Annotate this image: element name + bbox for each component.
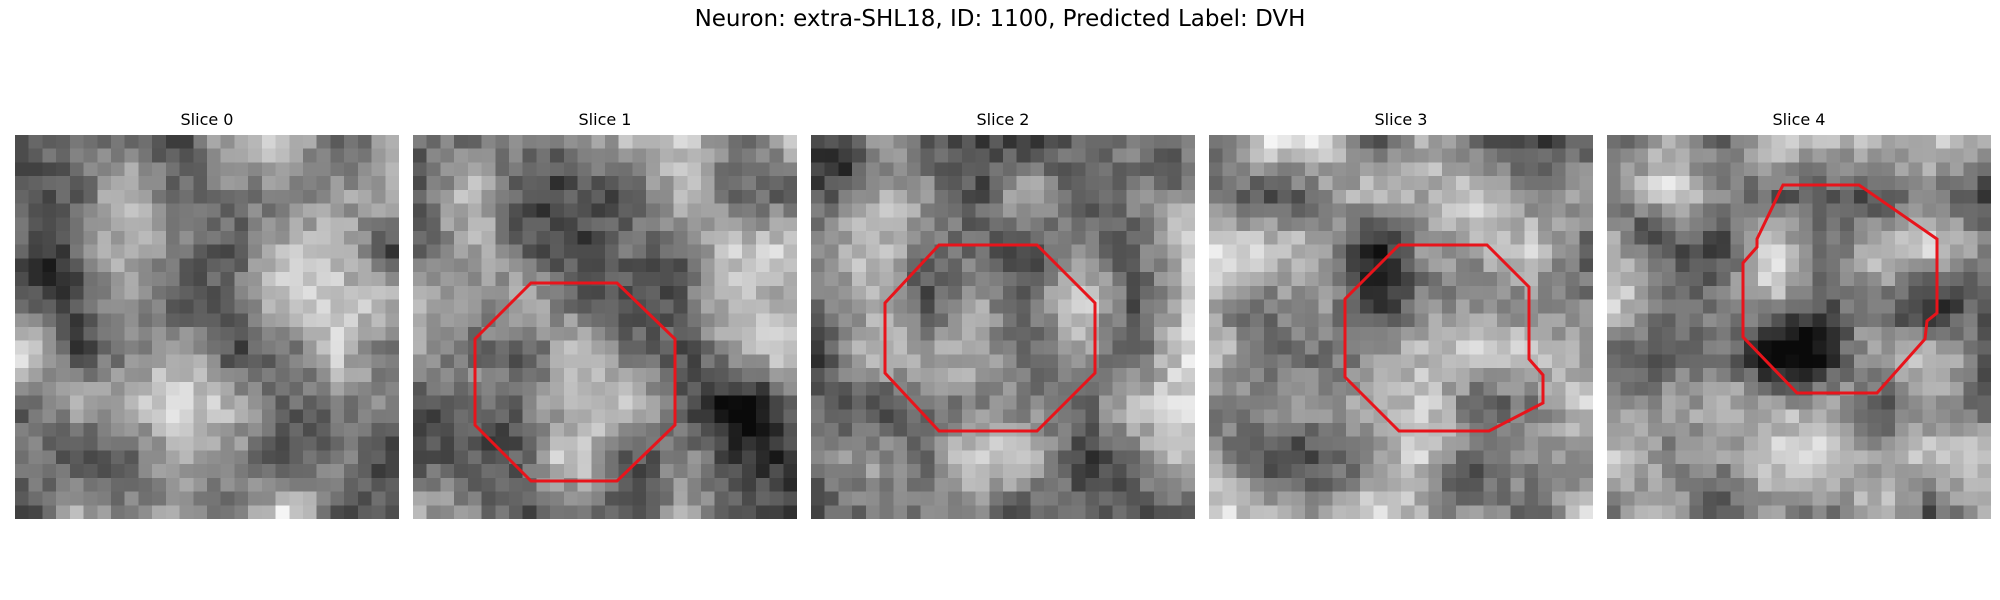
slice-2-contour <box>883 243 1097 433</box>
slice-1-grayscale <box>413 135 797 519</box>
figure-title: Neuron: extra-SHL18, ID: 1100, Predicted… <box>694 6 1306 32</box>
slice-1-contour <box>473 281 677 483</box>
slice-4-image <box>1607 135 1991 519</box>
slice-2-grayscale <box>811 135 1195 519</box>
slice-2-title: Slice 2 <box>976 110 1030 129</box>
slice-0-grayscale <box>15 135 399 519</box>
slice-1-image <box>413 135 797 519</box>
slice-4-contour <box>1741 183 1939 395</box>
slice-3-contour <box>1343 243 1545 433</box>
slice-3-image <box>1209 135 1593 519</box>
slice-1-title: Slice 1 <box>578 110 632 129</box>
slice-3-title: Slice 3 <box>1374 110 1428 129</box>
slice-2-image <box>811 135 1195 519</box>
slice-0-image <box>15 135 399 519</box>
slice-0-title: Slice 0 <box>180 110 234 129</box>
slice-4-title: Slice 4 <box>1772 110 1826 129</box>
